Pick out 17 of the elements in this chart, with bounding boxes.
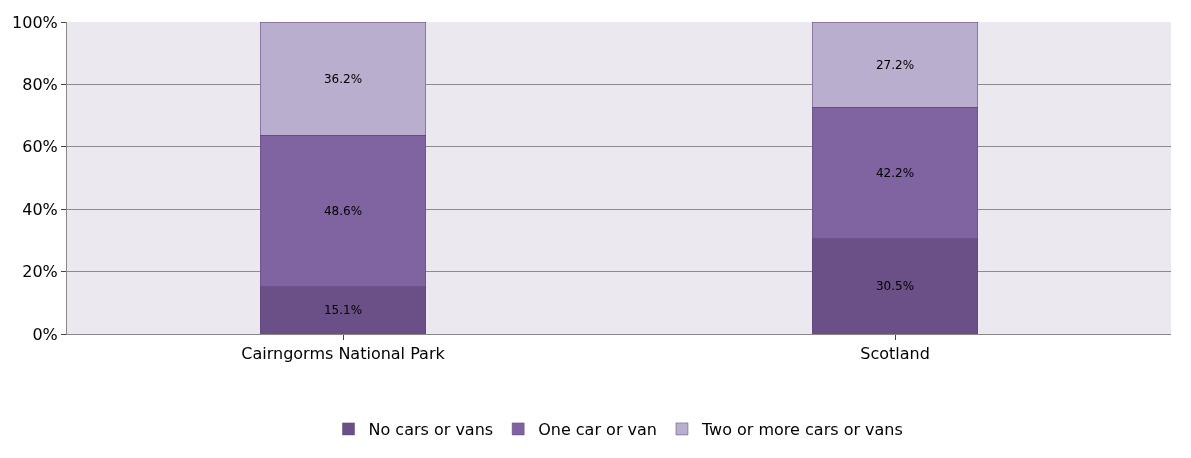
y-tick-label: 100% (12, 12, 58, 32)
data-label: 36.2% (323, 71, 363, 86)
y-tick-label: 40% (22, 199, 58, 219)
x-tick-label: Cairngorms National Park (241, 344, 446, 364)
data-label: 15.1% (323, 303, 363, 318)
legend-label: No cars or vans (368, 420, 494, 440)
data-label: 42.2% (875, 166, 915, 181)
data-label: 27.2% (875, 57, 915, 72)
y-tick-label: 0% (32, 324, 58, 344)
data-label: 48.6% (323, 204, 363, 219)
x-tick-label: Scotland (860, 344, 930, 364)
legend-label: One car or van (538, 420, 657, 440)
y-tick-label: 60% (22, 137, 58, 157)
y-tick-label: 20% (22, 262, 58, 282)
data-label: 30.5% (875, 279, 915, 294)
legend-label: Two or more cars or vans (700, 420, 903, 440)
y-tick-label: 80% (22, 75, 58, 94)
